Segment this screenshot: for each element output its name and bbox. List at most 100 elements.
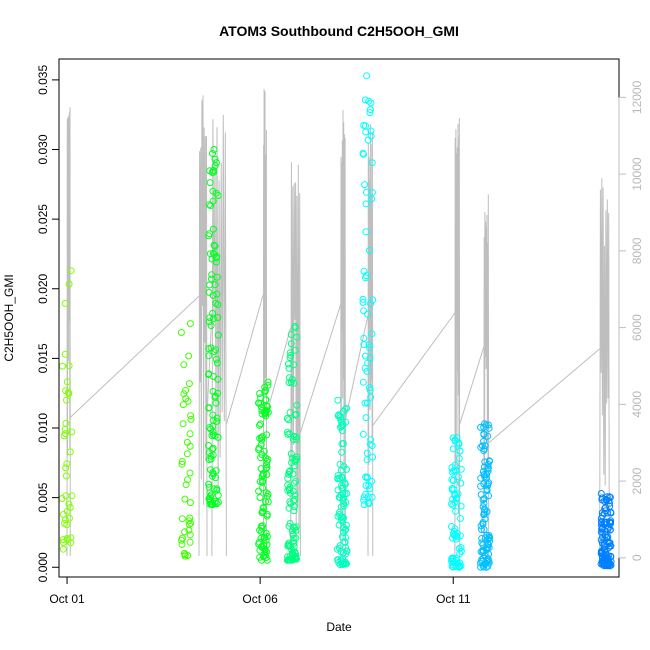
data-point — [286, 498, 294, 506]
data-point — [600, 562, 608, 570]
data-point — [599, 551, 607, 559]
altitude-profile-10 — [599, 178, 610, 556]
y2-tick-label: 10000 — [630, 157, 644, 191]
data-point — [183, 450, 191, 458]
data-points-layer — [58, 72, 615, 571]
data-point — [255, 540, 263, 548]
data-point — [186, 320, 194, 328]
data-point — [338, 448, 346, 456]
data-point — [259, 504, 267, 512]
data-point — [59, 536, 67, 544]
data-point — [485, 479, 493, 487]
data-point — [211, 162, 219, 170]
data-point — [205, 449, 213, 457]
data-point — [186, 514, 194, 522]
data-point — [209, 309, 217, 317]
data-point — [368, 159, 376, 167]
data-point — [366, 386, 374, 394]
data-point — [291, 491, 299, 499]
data-point — [264, 378, 272, 386]
data-point — [185, 517, 193, 525]
data-point — [336, 412, 344, 420]
data-point — [365, 341, 373, 349]
data-point — [263, 431, 271, 439]
data-point — [337, 503, 345, 511]
data-point — [341, 538, 349, 546]
axes-layer: 0.000 0.005 0.010 0.015 0.020 0.025 0.030 0.035… — [36, 65, 644, 606]
data-point — [211, 155, 219, 163]
data-point — [284, 553, 292, 561]
data-point — [210, 168, 218, 176]
data-point — [456, 532, 464, 540]
data-point — [259, 433, 266, 441]
altitude-connector-2 — [206, 312, 213, 416]
data-point — [288, 459, 296, 467]
data-point — [286, 349, 294, 357]
data-point — [256, 390, 264, 397]
data-point — [359, 298, 367, 306]
y-tick-label: 0.010 — [36, 413, 50, 443]
data-point — [209, 292, 217, 299]
data-point — [368, 189, 376, 196]
data-point — [483, 485, 491, 493]
data-point — [367, 99, 375, 107]
data-point — [208, 275, 215, 283]
data-point — [448, 476, 456, 484]
data-point — [209, 225, 217, 233]
data-point — [212, 467, 220, 475]
data-point — [262, 409, 270, 417]
data-point — [63, 460, 71, 468]
data-point — [452, 466, 460, 474]
data-point — [478, 526, 485, 533]
data-point — [365, 500, 373, 508]
data-point — [68, 428, 76, 436]
data-point — [339, 440, 347, 447]
data-point — [284, 474, 292, 482]
data-point — [61, 350, 69, 358]
data-point — [451, 436, 459, 444]
data-point — [341, 526, 349, 534]
data-point — [484, 482, 491, 490]
data-point — [477, 548, 485, 556]
data-point — [258, 436, 266, 444]
data-point — [214, 491, 222, 499]
data-point — [290, 507, 298, 515]
data-point — [480, 437, 487, 445]
data-point — [284, 556, 292, 564]
data-point — [361, 181, 369, 189]
data-point — [338, 427, 346, 435]
data-point — [448, 523, 455, 530]
data-point — [452, 495, 460, 503]
data-point — [286, 489, 294, 497]
data-point — [290, 379, 298, 387]
data-point — [179, 401, 187, 409]
data-point — [186, 538, 194, 546]
data-point — [477, 423, 484, 431]
data-point — [212, 399, 220, 407]
data-point — [366, 440, 374, 448]
data-point — [205, 232, 213, 240]
data-point — [341, 480, 349, 488]
data-point — [448, 468, 456, 476]
data-point — [601, 531, 609, 539]
data-point — [359, 378, 367, 386]
data-point — [205, 371, 212, 378]
data-point — [258, 410, 266, 418]
data-point — [185, 352, 193, 360]
data-point — [256, 553, 264, 561]
data-point — [365, 97, 373, 105]
data-point — [214, 375, 222, 383]
data-point — [449, 445, 457, 453]
data-point — [598, 547, 605, 555]
data-point — [186, 531, 194, 539]
data-point — [477, 443, 485, 451]
data-point — [365, 482, 373, 489]
data-point — [342, 498, 350, 506]
y-tick-label: 0.000 — [36, 552, 50, 582]
data-point — [480, 480, 488, 488]
data-point — [261, 388, 269, 396]
data-point — [480, 463, 488, 471]
data-point — [262, 412, 270, 420]
data-point — [61, 425, 69, 433]
data-point — [290, 534, 298, 542]
